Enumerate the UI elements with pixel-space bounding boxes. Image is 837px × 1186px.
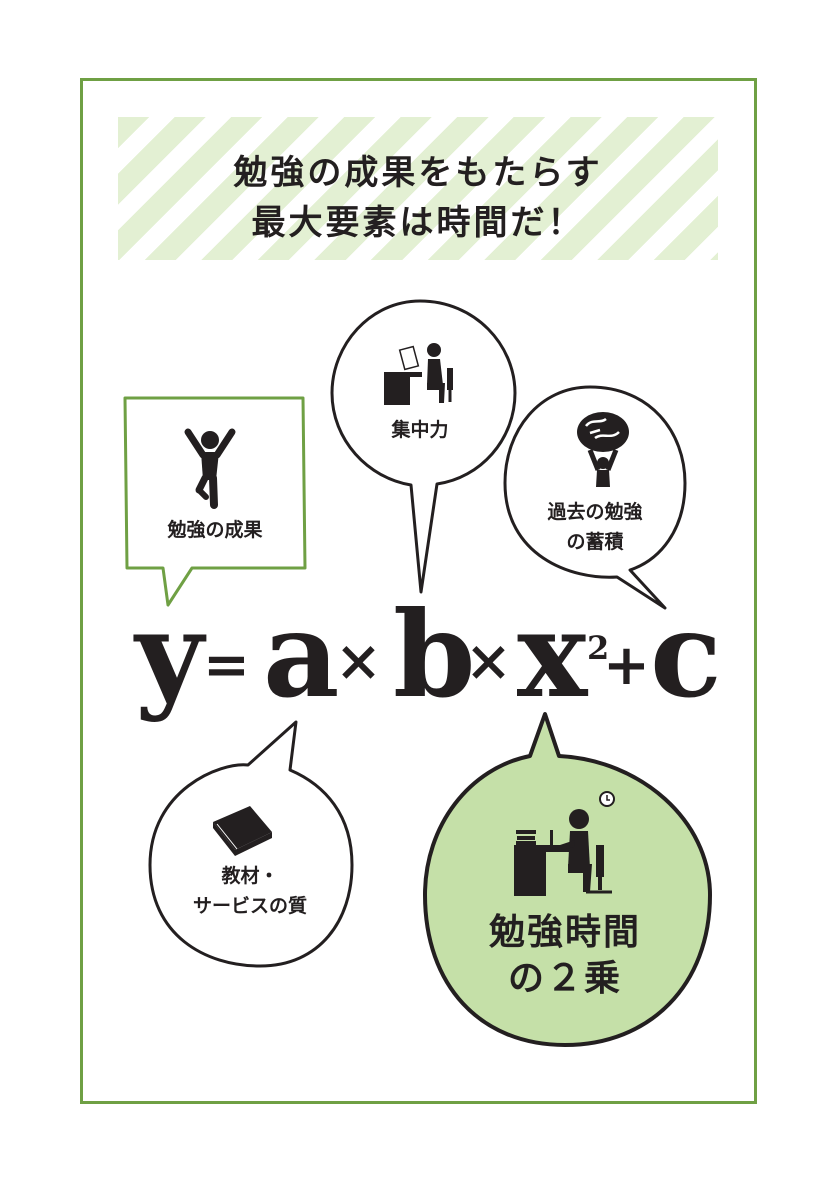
result-label: 勉強の成果 (167, 519, 263, 541)
formula: y = a × b × x 2 + c (135, 590, 735, 720)
focus-bubble (330, 299, 517, 594)
page-frame (80, 78, 757, 1104)
formula-a: a (263, 585, 340, 724)
person-at-desk-icon (384, 343, 453, 405)
study-time-label-line-1: 勉強時間 (488, 912, 641, 953)
formula-times-1: × (335, 628, 382, 694)
formula-times-2: × (465, 628, 512, 694)
focus-label: 集中力 (391, 419, 449, 441)
person-carrying-brain-icon (577, 412, 629, 487)
book-icon (213, 806, 272, 856)
study-time-label-line-2: の２乗 (507, 958, 622, 999)
title-line-1: 勉強の成果をもたらす (233, 153, 603, 193)
person-studying-icon (514, 809, 612, 896)
title-line-2: 最大要素は時間だ！ (251, 203, 585, 243)
past-label-line-2: の蓄積 (566, 531, 624, 553)
formula-x: x (517, 585, 588, 724)
formula-b: b (393, 585, 476, 724)
title-banner: 勉強の成果をもたらす 最大要素は時間だ！ (118, 117, 718, 260)
person-jumping-icon (184, 428, 236, 509)
materials-label-line-2: サービスの質 (192, 895, 307, 917)
study-time-bubble (423, 712, 712, 1047)
formula-equals: = (203, 632, 250, 698)
materials-label-line-1: 教材・ (221, 865, 279, 887)
clock-icon (599, 791, 615, 807)
formula-exponent: 2 (587, 629, 610, 667)
formula-y: y (135, 585, 204, 724)
past-label-line-1: 過去の勉強 (547, 501, 643, 523)
past-study-bubble (503, 385, 687, 610)
formula-plus: + (603, 632, 650, 698)
formula-c: c (650, 585, 722, 724)
